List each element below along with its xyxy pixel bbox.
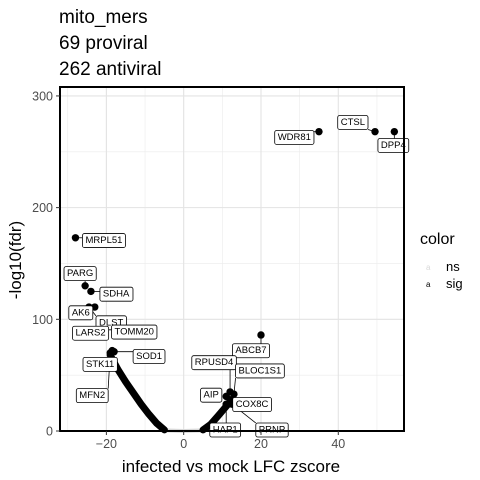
legend-key-sig: a <box>426 280 431 289</box>
gene-label-text: TOMM20 <box>115 327 154 338</box>
point-mrpl51 <box>71 234 80 242</box>
label-box <box>111 324 158 340</box>
label-box <box>200 387 223 403</box>
gene-label-text: SOD1 <box>136 351 162 362</box>
curve-sig-left <box>106 351 168 434</box>
gene-label-text: ABCB7 <box>235 345 266 356</box>
label-ctsl: CTSL <box>337 115 369 130</box>
label-mfn2: MFN2 <box>75 388 109 404</box>
x-tick-label: 20 <box>254 437 268 451</box>
title-line-1: mito_mers <box>59 7 148 28</box>
label-box <box>337 115 369 130</box>
label-box <box>82 356 118 372</box>
x-axis-title: infected vs mock LFC zscore <box>122 457 340 476</box>
label-sdha: SDHA <box>99 286 134 302</box>
label-box <box>377 138 410 153</box>
label-cox8c: COX8C <box>232 397 272 412</box>
plot-panel-background <box>60 87 404 431</box>
point-hap1 <box>222 400 230 408</box>
gene-label-text: COX8C <box>236 399 269 410</box>
point-abcb7 <box>257 331 265 339</box>
gene-label-text: DLST <box>99 317 123 328</box>
label-sod1: SOD1 <box>132 349 166 364</box>
gene-label-text: STK11 <box>86 359 114 370</box>
label-rpusd4: RPUSD4 <box>191 355 237 371</box>
legend-label-ns: ns <box>446 259 460 274</box>
point-sdha <box>87 287 95 296</box>
x-tick-label: −20 <box>96 437 117 451</box>
gene-label-text: MFN2 <box>79 390 105 401</box>
legend-title: color <box>420 231 455 248</box>
label-bloc1s1: BLOC1S1 <box>235 363 285 379</box>
label-box <box>132 349 166 364</box>
gene-label-text: BLOC1S1 <box>239 365 282 376</box>
label-box <box>209 422 242 438</box>
gene-label-text: CTSL <box>341 117 365 128</box>
label-box <box>232 343 270 359</box>
y-tick-label: 100 <box>32 313 53 327</box>
label-lars2: LARS2 <box>72 325 110 341</box>
gene-label-text: AK6 <box>72 307 90 318</box>
plot-panel-border <box>59 86 405 432</box>
label-stk11: STK11 <box>82 356 118 372</box>
legend: color a ns a sig <box>420 231 463 291</box>
label-box <box>63 266 97 282</box>
gene-label-text: AIP <box>204 390 219 401</box>
gene-label-text: PRNP <box>259 424 285 435</box>
label-prnp: PRNP <box>255 422 289 438</box>
gene-label-text: SDHA <box>103 289 130 300</box>
label-parg: PARG <box>63 266 97 282</box>
label-tomm20: TOMM20 <box>111 324 158 340</box>
label-box <box>82 233 126 248</box>
label-box <box>232 397 272 412</box>
point-mfn2 <box>106 349 114 357</box>
x-tick-label: 40 <box>331 437 345 451</box>
y-tick-label: 0 <box>46 425 53 439</box>
y-axis-title: -log10(fdr) <box>6 221 25 299</box>
label-ak6: AK6 <box>68 305 94 321</box>
point-dpp4 <box>390 127 399 136</box>
legend-key-ns: a <box>426 263 431 272</box>
label-box <box>255 422 289 438</box>
label-dpp4: DPP4 <box>377 138 410 153</box>
label-mrpl51: MRPL51 <box>82 233 126 248</box>
y-tick-label: 200 <box>32 201 53 215</box>
label-box <box>99 286 134 302</box>
label-box <box>75 388 109 404</box>
label-box <box>68 305 94 321</box>
y-tick-label: 300 <box>32 89 53 103</box>
point-bloc1s1 <box>230 390 238 398</box>
point-ctsl <box>371 127 379 136</box>
legend-label-sig: sig <box>446 276 463 291</box>
title-line-2: 69 proviral <box>59 33 148 54</box>
gene-label-text: MRPL51 <box>85 235 122 246</box>
label-box <box>72 325 110 341</box>
point-wdr81 <box>315 127 323 136</box>
label-aip: AIP <box>200 387 223 403</box>
chart-title: mito_mers 69 proviral 262 antiviral <box>59 7 161 80</box>
point-parg <box>81 282 89 290</box>
gene-label-text: HAP1 <box>213 424 238 435</box>
grid-lines <box>60 87 404 432</box>
axis-ticks: −20 0 20 40 0 100 200 300 <box>32 89 345 451</box>
title-line-3: 262 antiviral <box>59 59 161 80</box>
label-wdr81: WDR81 <box>274 130 315 145</box>
gene-label-text: LARS2 <box>76 328 106 339</box>
label-box <box>274 130 315 145</box>
label-box <box>235 363 285 379</box>
gene-label-text: WDR81 <box>278 132 311 143</box>
gene-label-text: DPP4 <box>381 140 406 151</box>
label-hap1: HAP1 <box>209 422 242 438</box>
label-box <box>191 355 237 371</box>
gene-label-text: PARG <box>67 268 93 279</box>
label-abcb7: ABCB7 <box>232 343 270 359</box>
gene-label-text: RPUSD4 <box>195 357 234 368</box>
x-tick-label: 0 <box>180 437 187 451</box>
